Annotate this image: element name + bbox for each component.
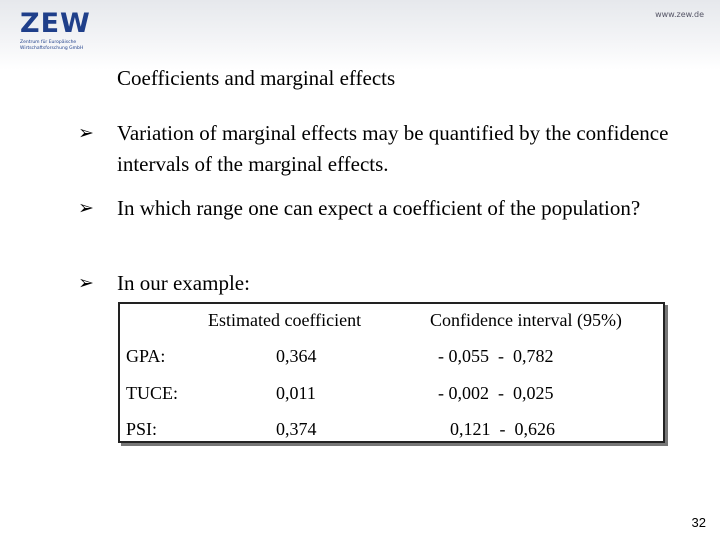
bullet-icon: ➢ [78,122,94,144]
header-band [0,0,720,70]
table: Estimated coefficient Confidence interva… [118,302,665,443]
table-cell: 0,364 [276,346,317,366]
row-label: GPA: [126,346,166,366]
url: www.zew.de [655,10,704,19]
table-header: Confidence interval (95%) [430,310,622,330]
table-cell: 0,011 [276,383,316,403]
table-cell: 0,374 [276,419,317,439]
page-number: 32 [691,515,706,530]
table-cell: 0,121 - 0,626 [450,419,555,439]
table-header: Estimated coefficient [208,310,362,330]
bullet-text: In which range one can expect a coeffici… [117,196,641,220]
slide-title: Coefficients and marginal effects [117,66,396,90]
logo-subtitle: Zentrum für Europäische Wirtschaftsforsc… [20,40,84,51]
bullet-text: In our example: [117,271,250,295]
bullet-icon: ➢ [78,272,94,294]
table-cell: - 0,002 - 0,025 [438,383,554,403]
row-label: TUCE: [126,383,178,403]
table-cell: - 0,055 - 0,782 [438,346,554,366]
bullet-icon: ➢ [78,197,94,219]
row-label: PSI: [126,419,158,439]
bullet-text: Variation of marginal effects may be qua… [117,121,669,176]
logo: ZEW [20,8,91,39]
